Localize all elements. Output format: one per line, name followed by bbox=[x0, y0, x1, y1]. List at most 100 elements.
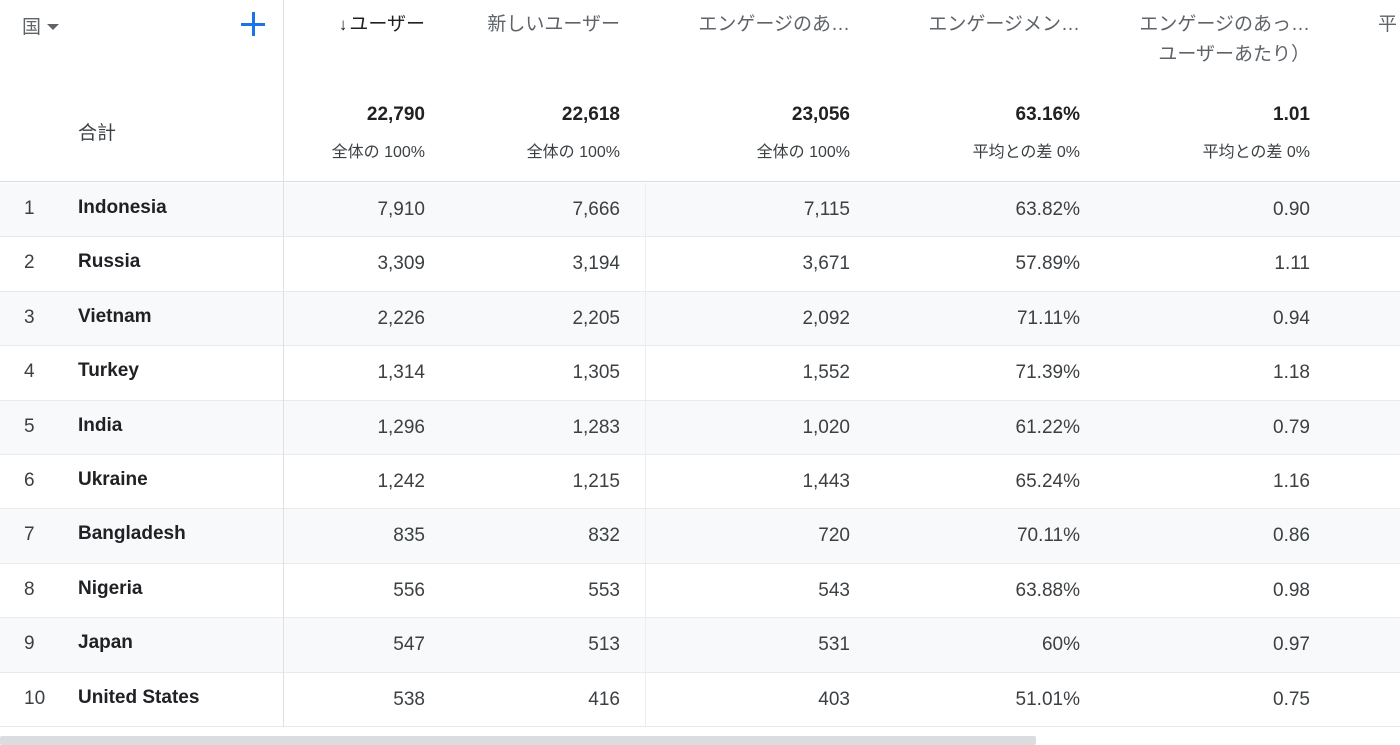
table-row[interactable]: 2 Russia 3,309 3,194 3,671 57.89% 1.11 bbox=[0, 237, 1400, 292]
cell-divider bbox=[645, 454, 646, 509]
cell-engaged-per-user: 0.94 bbox=[1273, 307, 1310, 329]
cell-new-users: 416 bbox=[588, 688, 620, 710]
row-index: 1 bbox=[24, 198, 35, 219]
cell-new-users: 1,305 bbox=[572, 362, 620, 384]
cell-users: 2,226 bbox=[377, 307, 425, 329]
cell-new-users: 553 bbox=[588, 579, 620, 601]
column-header-engagement-rate[interactable]: エンゲージメン… bbox=[928, 14, 1080, 35]
country-name: Turkey bbox=[78, 360, 139, 382]
total-engaged-sessions: 23,056 全体の 100% bbox=[756, 104, 850, 161]
horizontal-scrollbar[interactable] bbox=[0, 736, 1036, 745]
country-name: Vietnam bbox=[78, 305, 152, 327]
cell-users: 1,296 bbox=[377, 416, 425, 438]
cell-divider bbox=[645, 509, 646, 563]
country-name: United States bbox=[78, 686, 200, 708]
cell-engaged-sessions: 3,671 bbox=[802, 253, 850, 275]
cell-new-users: 1,215 bbox=[572, 470, 620, 492]
cell-engaged-per-user: 0.90 bbox=[1273, 199, 1310, 220]
dimension-selector[interactable]: 国 bbox=[22, 12, 60, 39]
cell-users: 1,314 bbox=[377, 362, 425, 384]
cell-users: 1,242 bbox=[377, 470, 425, 492]
cell-divider bbox=[645, 346, 646, 400]
total-users: 22,790 全体の 100% bbox=[331, 104, 425, 161]
row-index: 2 bbox=[24, 252, 35, 274]
cell-engaged-per-user: 1.18 bbox=[1273, 362, 1310, 384]
table-row[interactable]: 5 India 1,296 1,283 1,020 61.22% 0.79 bbox=[0, 400, 1400, 455]
table-row[interactable]: 4 Turkey 1,314 1,305 1,552 71.39% 1.18 bbox=[0, 346, 1400, 401]
country-name: Ukraine bbox=[78, 468, 148, 490]
cell-engagement-rate: 60% bbox=[1041, 634, 1080, 656]
totals-label: 合計 bbox=[78, 123, 117, 144]
cell-engaged-sessions: 1,020 bbox=[802, 416, 850, 438]
cell-new-users: 7,666 bbox=[572, 199, 620, 220]
cell-engaged-sessions: 1,443 bbox=[802, 470, 850, 492]
row-index: 8 bbox=[24, 578, 35, 600]
cell-users: 556 bbox=[393, 579, 425, 601]
cell-users: 547 bbox=[393, 634, 425, 656]
cell-users: 835 bbox=[393, 525, 425, 547]
cell-engaged-sessions: 7,115 bbox=[803, 199, 850, 220]
cell-engagement-rate: 51.01% bbox=[1015, 688, 1080, 710]
cell-engaged-per-user: 0.79 bbox=[1273, 416, 1310, 438]
plus-icon[interactable] bbox=[238, 9, 268, 39]
row-index: 5 bbox=[24, 415, 35, 437]
country-name: India bbox=[78, 414, 123, 436]
column-header-users[interactable]: ↓ ユーザー bbox=[338, 14, 425, 35]
cell-new-users: 2,205 bbox=[572, 307, 620, 329]
table-row[interactable]: 9 Japan 547 513 531 60% 0.97 bbox=[0, 618, 1400, 673]
cell-engaged-per-user: 0.97 bbox=[1273, 634, 1310, 656]
total-new-users: 22,618 全体の 100% bbox=[526, 104, 620, 161]
cell-engaged-per-user: 0.98 bbox=[1273, 579, 1310, 601]
table-row[interactable]: 10 United States 538 416 403 51.01% 0.75 bbox=[0, 672, 1400, 727]
cell-engagement-rate: 63.88% bbox=[1015, 579, 1080, 601]
cell-engagement-rate: 57.89% bbox=[1015, 253, 1080, 275]
cell-engaged-per-user: 0.86 bbox=[1273, 525, 1310, 547]
cell-divider bbox=[645, 563, 646, 618]
column-header-new-users[interactable]: 新しいユーザー bbox=[487, 14, 620, 35]
cell-engagement-rate: 63.82% bbox=[1015, 199, 1080, 220]
table-row[interactable]: 6 Ukraine 1,242 1,215 1,443 65.24% 1.16 bbox=[0, 454, 1400, 510]
cell-engaged-per-user: 0.75 bbox=[1273, 688, 1310, 710]
cell-new-users: 1,283 bbox=[572, 416, 620, 438]
column-divider bbox=[283, 0, 284, 727]
cell-new-users: 513 bbox=[588, 634, 620, 656]
cell-engaged-sessions: 543 bbox=[818, 579, 850, 601]
cell-users: 7,910 bbox=[377, 199, 425, 220]
country-name: Russia bbox=[78, 251, 141, 273]
cell-divider bbox=[645, 618, 646, 672]
cell-divider bbox=[645, 291, 646, 346]
caret-down-icon bbox=[47, 23, 60, 30]
table-row[interactable]: 7 Bangladesh 835 832 720 70.11% 0.86 bbox=[0, 509, 1400, 564]
row-index: 10 bbox=[24, 687, 46, 709]
cell-divider bbox=[645, 672, 646, 726]
cell-new-users: 3,194 bbox=[572, 253, 620, 275]
cell-engagement-rate: 65.24% bbox=[1015, 470, 1080, 492]
column-header-engaged-sessions[interactable]: エンゲージのあ… bbox=[698, 14, 850, 35]
cell-new-users: 832 bbox=[588, 525, 620, 547]
table-row[interactable]: 8 Nigeria 556 553 543 63.88% 0.98 bbox=[0, 563, 1400, 619]
country-name: Bangladesh bbox=[78, 523, 186, 545]
cell-engaged-per-user: 1.11 bbox=[1274, 253, 1310, 275]
arrow-down-icon: ↓ bbox=[338, 15, 348, 34]
cell-divider bbox=[645, 183, 646, 237]
cell-engagement-rate: 61.22% bbox=[1015, 416, 1080, 438]
country-name: Indonesia bbox=[78, 197, 167, 218]
cell-engaged-per-user: 1.16 bbox=[1273, 470, 1310, 492]
table-row[interactable]: 3 Vietnam 2,226 2,205 2,092 71.11% 0.94 bbox=[0, 291, 1400, 347]
cell-engagement-rate: 70.11% bbox=[1016, 525, 1080, 547]
row-index: 4 bbox=[24, 361, 35, 383]
cell-engagement-rate: 71.11% bbox=[1016, 307, 1080, 329]
row-index: 9 bbox=[24, 633, 35, 655]
dimension-label: 国 bbox=[22, 17, 42, 38]
cell-engaged-sessions: 720 bbox=[818, 525, 850, 547]
column-header-avg[interactable]: 平 bbox=[1378, 14, 1398, 35]
cell-engagement-rate: 71.39% bbox=[1015, 362, 1080, 384]
cell-engaged-sessions: 531 bbox=[818, 634, 850, 656]
row-index: 3 bbox=[24, 306, 35, 328]
total-engagement-rate: 63.16% 平均との差 0% bbox=[972, 104, 1080, 161]
row-index: 6 bbox=[24, 469, 35, 491]
column-header-engaged-per-user[interactable]: エンゲージのあっ… ユーザーあたり） bbox=[1139, 14, 1310, 65]
table-row[interactable]: 1 Indonesia 7,910 7,666 7,115 63.82% 0.90 bbox=[0, 183, 1400, 238]
cell-engaged-sessions: 1,552 bbox=[802, 362, 850, 384]
